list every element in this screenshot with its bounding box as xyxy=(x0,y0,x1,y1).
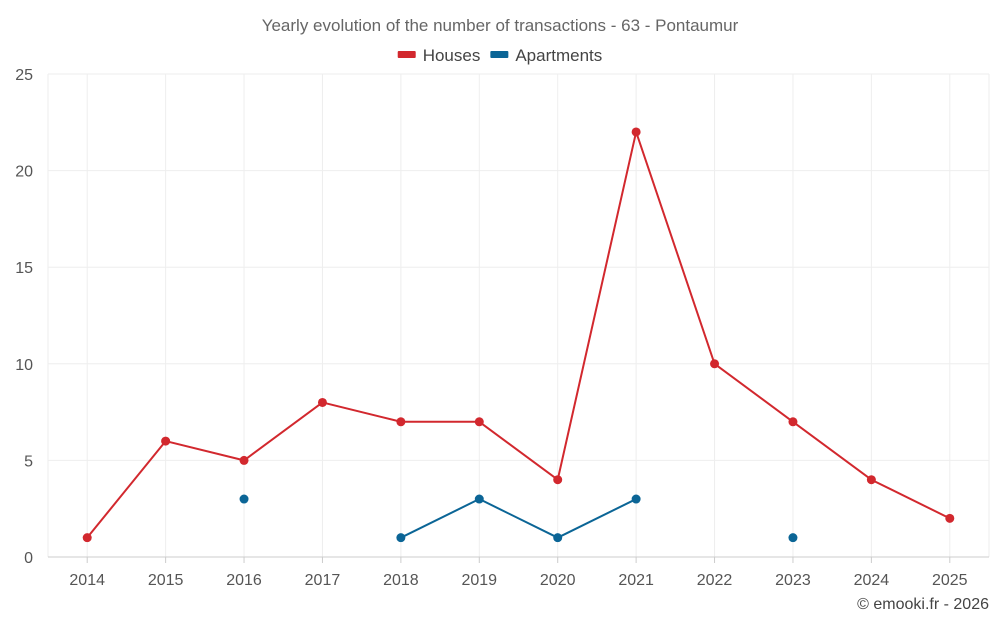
x-tick-label: 2014 xyxy=(69,572,105,589)
x-tick-label: 2023 xyxy=(775,572,811,589)
legend[interactable]: Houses Apartments xyxy=(397,46,603,65)
legend-item-apartments[interactable]: Apartments xyxy=(490,46,602,65)
data-point-houses-2025[interactable] xyxy=(945,513,955,523)
data-point-houses-2017[interactable] xyxy=(317,397,327,407)
data-point-houses-2023[interactable] xyxy=(788,417,798,427)
series-line-apartments xyxy=(400,498,637,539)
legend-label: Houses xyxy=(423,46,481,65)
data-point-apartments-2021[interactable] xyxy=(631,494,641,504)
x-tick-label: 2018 xyxy=(383,572,419,589)
grid xyxy=(47,73,990,557)
data-point-apartments-2023[interactable] xyxy=(788,533,798,543)
chart-title: Yearly evolution of the number of transa… xyxy=(262,16,739,35)
legend-item-houses[interactable]: Houses xyxy=(397,46,481,65)
series-houses xyxy=(82,127,955,543)
series-apartments xyxy=(239,494,798,543)
legend-swatch xyxy=(397,51,416,58)
data-point-houses-2019[interactable] xyxy=(474,417,484,427)
data-point-houses-2020[interactable] xyxy=(553,475,563,485)
data-point-houses-2022[interactable] xyxy=(710,359,720,369)
x-tick-label: 2025 xyxy=(932,572,968,589)
data-point-houses-2024[interactable] xyxy=(866,475,876,485)
legend-label: Apartments xyxy=(515,46,602,65)
data-point-houses-2015[interactable] xyxy=(161,436,171,446)
data-point-apartments-2020[interactable] xyxy=(553,533,563,543)
y-tick-label: 25 xyxy=(15,67,33,84)
data-point-apartments-2016[interactable] xyxy=(239,494,249,504)
y-tick-label: 0 xyxy=(24,550,33,567)
data-point-apartments-2019[interactable] xyxy=(474,494,484,504)
x-tick-label: 2015 xyxy=(148,572,184,589)
credit-text: © emooki.fr - 2026 xyxy=(857,596,989,613)
y-tick-label: 20 xyxy=(15,164,33,181)
data-point-houses-2018[interactable] xyxy=(396,417,406,427)
x-tick-label: 2017 xyxy=(305,572,341,589)
x-tick-label: 2022 xyxy=(697,572,733,589)
data-point-houses-2021[interactable] xyxy=(631,127,641,137)
x-tick-label: 2019 xyxy=(461,572,497,589)
series-layer xyxy=(82,127,955,543)
legend-swatch xyxy=(490,51,509,58)
x-tick-label: 2024 xyxy=(854,572,890,589)
y-tick-label: 10 xyxy=(15,357,33,374)
series-line-houses xyxy=(86,130,951,539)
y-tick-label: 15 xyxy=(15,260,33,277)
x-tick-label: 2016 xyxy=(226,572,262,589)
y-tick-label: 5 xyxy=(24,453,33,470)
x-tick-label: 2021 xyxy=(618,572,654,589)
data-point-apartments-2018[interactable] xyxy=(396,533,406,543)
x-tick-label: 2020 xyxy=(540,572,576,589)
data-point-houses-2014[interactable] xyxy=(82,533,92,543)
data-point-houses-2016[interactable] xyxy=(239,455,249,465)
